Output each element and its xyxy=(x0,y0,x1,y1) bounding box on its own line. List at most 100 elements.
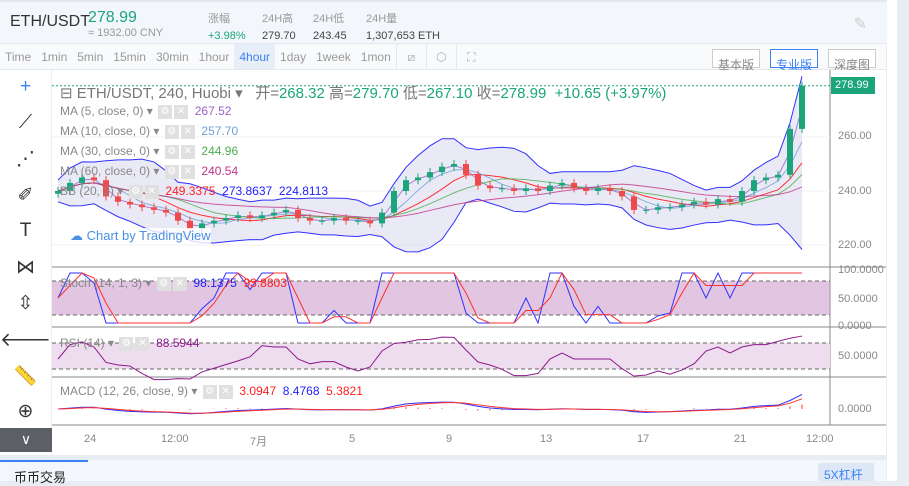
candle xyxy=(199,223,205,229)
time-tick: 12:00 xyxy=(806,433,834,445)
macd-tick: 0.0000 xyxy=(838,403,872,415)
candle xyxy=(307,218,313,221)
brush-icon[interactable]: ✐ xyxy=(17,185,34,206)
interval-1day[interactable]: 1day xyxy=(280,50,307,64)
time-tick: 13 xyxy=(540,433,553,445)
interval-5min[interactable]: 5min xyxy=(77,50,104,64)
interval-4hour[interactable]: 4hour xyxy=(234,44,276,69)
indicator-icon[interactable]: ⧄ xyxy=(395,44,426,69)
pro-view-button[interactable]: 专业版 xyxy=(770,49,819,72)
candle xyxy=(391,191,397,213)
collapse-toolbar-button[interactable]: ∨ xyxy=(0,428,52,452)
chart-canvas[interactable] xyxy=(52,70,886,455)
bb-basis-line xyxy=(57,162,803,222)
candle xyxy=(127,201,133,205)
depth-view-button[interactable]: 深度图 xyxy=(828,49,877,72)
bottom-panel xyxy=(0,460,886,481)
interval-time[interactable]: Time xyxy=(5,50,32,64)
candle xyxy=(775,174,781,178)
candle xyxy=(763,177,769,181)
page-scrollbar[interactable] xyxy=(887,0,897,481)
chart-title: ⊟ ETH/USDT, 240, Huobi ▾ 开=268.32 高=279.… xyxy=(60,85,667,102)
time-tick: 24 xyxy=(84,433,97,445)
macd-signal-line xyxy=(57,398,803,414)
rsi-tick: 50.0000 xyxy=(838,350,878,362)
legend-bb[interactable]: BB (20, 2) ▾ ⚙ ✕ 249.3375 273.8637 224.81… xyxy=(60,184,329,199)
legend-ma5[interactable]: MA (5, close, 0) ▾ ⚙ ✕ 267.52 xyxy=(60,104,232,119)
stoch-tick: 100.0000 xyxy=(838,264,884,276)
rsi-line xyxy=(57,335,803,381)
candle xyxy=(511,188,517,191)
drawing-toolbar: + ⟋ ⋰ ✐ T ⋈ ⇳ 🡐 📏 ⊕ xyxy=(0,70,52,455)
candle xyxy=(91,177,97,181)
interval-1week[interactable]: 1week xyxy=(316,50,351,64)
last-price: 278.99 xyxy=(88,9,137,26)
trend-line-icon[interactable]: ⟋ xyxy=(18,112,33,133)
candle xyxy=(235,215,241,218)
legend-stoch[interactable]: Stoch (14, 1, 3) ▾ ⚙ ✕ 98.1375 93.8803 xyxy=(60,276,287,291)
candle xyxy=(643,209,649,211)
candle xyxy=(535,188,541,191)
bb-band-fill xyxy=(58,76,802,252)
candle xyxy=(247,215,253,218)
measure-icon[interactable]: ⇳ xyxy=(17,293,34,314)
time-tick: 12:00 xyxy=(161,433,189,445)
candle xyxy=(451,164,457,167)
margin-button[interactable]: 5X杠杆 xyxy=(818,463,874,482)
candle xyxy=(283,209,289,213)
spot-trading-tab[interactable]: 币币交易 xyxy=(0,460,88,486)
candle xyxy=(379,212,385,224)
candle xyxy=(259,215,265,218)
interval-1hour[interactable]: 1hour xyxy=(198,50,230,64)
candle xyxy=(715,199,721,205)
candle xyxy=(439,166,445,173)
interval-1min[interactable]: 1min xyxy=(41,50,68,64)
candle xyxy=(463,164,469,175)
candle xyxy=(211,220,217,224)
interval-1mon[interactable]: 1mon xyxy=(360,50,391,64)
candle xyxy=(499,188,505,190)
fullscreen-icon[interactable]: ⛶ xyxy=(455,44,486,69)
legend-ma60[interactable]: MA (60, close, 0) ▾ ⚙ ✕ 240.54 xyxy=(60,164,239,179)
back-icon[interactable]: 🡐 xyxy=(0,330,51,351)
candle xyxy=(727,199,733,202)
candle xyxy=(703,201,709,205)
zoom-in-icon[interactable]: ⊕ xyxy=(17,401,34,422)
interval-30min[interactable]: 30min xyxy=(155,50,189,64)
legend-rsi[interactable]: RSI (14) ▾ ⚙ ✕ 88.5944 xyxy=(60,336,200,351)
candle xyxy=(583,188,589,191)
basic-view-button[interactable]: 基本版 xyxy=(712,49,761,72)
candle xyxy=(475,174,481,186)
candle xyxy=(655,207,661,210)
last-price-tag: 278.99 xyxy=(831,77,875,94)
chart-area[interactable] xyxy=(52,70,886,455)
candle xyxy=(751,180,757,191)
stat-volume: 24H量 1,307,653 ETH xyxy=(366,13,440,42)
candle xyxy=(79,177,85,183)
candle xyxy=(55,191,61,194)
pair-name[interactable]: ETH/USDT xyxy=(10,13,90,30)
candle xyxy=(487,185,493,189)
stoch-tick: 50.0000 xyxy=(838,293,878,305)
edit-icon[interactable]: ✎ xyxy=(853,16,867,33)
stat-high: 24H高 279.70 xyxy=(262,13,296,42)
legend-ma10[interactable]: MA (10, close, 0) ▾ ⚙ ✕ 257.70 xyxy=(60,124,239,139)
candle xyxy=(607,188,613,191)
text-icon[interactable]: T xyxy=(19,220,32,241)
candle xyxy=(415,177,421,181)
fib-icon[interactable]: ⋰ xyxy=(16,149,35,170)
legend-ma30[interactable]: MA (30, close, 0) ▾ ⚙ ✕ 244.96 xyxy=(60,144,239,159)
ruler-icon[interactable]: 📏 xyxy=(13,366,38,387)
settings-icon[interactable]: ⬡ xyxy=(425,44,456,69)
legend-macd[interactable]: MACD (12, 26, close, 9) ▾ ⚙ ✕ 3.0947 8.47… xyxy=(60,384,363,399)
pattern-icon[interactable]: ⋈ xyxy=(16,257,35,278)
crosshair-icon[interactable]: + xyxy=(19,76,32,97)
time-tick: 5 xyxy=(349,433,356,445)
ma30-line xyxy=(57,174,803,220)
tradingview-watermark[interactable]: ☁ Chart by TradingView xyxy=(70,228,211,244)
interval-15min[interactable]: 15min xyxy=(113,50,146,64)
candle xyxy=(295,209,301,218)
candle xyxy=(691,201,697,205)
candle xyxy=(187,220,193,229)
candle xyxy=(427,172,433,178)
